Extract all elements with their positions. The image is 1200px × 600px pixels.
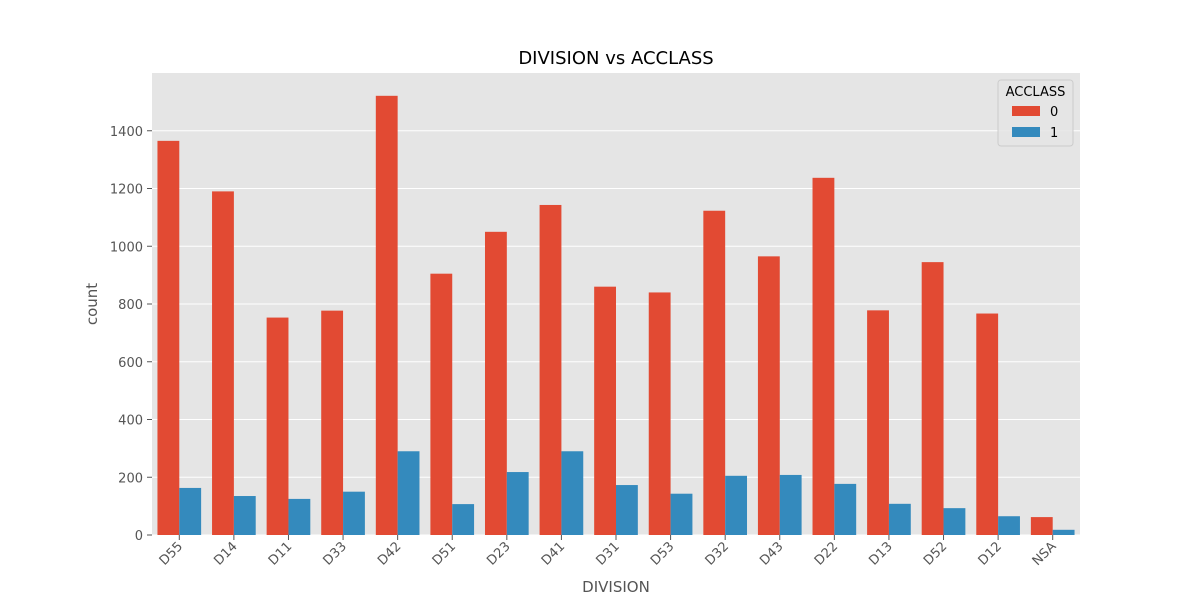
- bar-d43-series-1: [779, 474, 802, 535]
- bar-d22-series-0: [812, 177, 835, 535]
- bar-d41-series-0: [539, 204, 562, 536]
- chart-title: DIVISION vs ACCLASS: [518, 48, 713, 69]
- x-tick-label: D42: [375, 539, 404, 568]
- bar-d53-series-0: [648, 292, 671, 535]
- bar-d32-series-0: [703, 210, 726, 535]
- x-tick-label: D55: [157, 539, 186, 568]
- bar-d51-series-1: [452, 504, 475, 535]
- bar-d11-series-1: [288, 498, 311, 535]
- bar-d33-series-0: [321, 310, 344, 535]
- bar-d55-series-1: [179, 487, 202, 535]
- legend-label-0: 0: [1050, 105, 1058, 120]
- bar-d31-series-0: [594, 286, 616, 535]
- bar-d33-series-1: [343, 491, 365, 535]
- y-tick-label: 1000: [110, 240, 143, 255]
- y-axis-label: count: [83, 283, 101, 325]
- bar-nsa-series-1: [1052, 529, 1075, 535]
- bar-d11-series-0: [266, 317, 289, 535]
- y-tick-label: 600: [118, 356, 143, 371]
- bar-d42-series-1: [397, 451, 420, 535]
- legend-swatch-1: [1012, 127, 1040, 137]
- legend-label-1: 1: [1050, 126, 1058, 141]
- legend-items: 01: [1012, 105, 1058, 141]
- bar-d32-series-1: [725, 475, 748, 535]
- bar-d31-series-1: [616, 485, 638, 535]
- bar-d51-series-0: [430, 273, 453, 535]
- bar-d43-series-0: [757, 256, 780, 535]
- bars: [157, 95, 1075, 536]
- bar-d23-series-1: [506, 472, 529, 535]
- x-axis: D55 D14 D11 D33 D42 D51 D23 D41 D31 D53 D32 D43 D22 D…: [157, 535, 1060, 569]
- bar-d14-series-0: [212, 191, 234, 535]
- x-tick-label: D43: [757, 539, 786, 568]
- x-tick-label: D31: [593, 539, 622, 568]
- bar-d13-series-1: [888, 503, 911, 535]
- x-tick-label: D23: [484, 539, 513, 568]
- bar-d12-series-1: [998, 516, 1020, 535]
- x-tick-label: D41: [539, 539, 568, 568]
- legend: ACCLASS 01: [997, 79, 1074, 147]
- bar-d55-series-0: [157, 140, 180, 535]
- bar-d12-series-0: [976, 313, 999, 535]
- x-tick-label: D51: [430, 539, 459, 568]
- bar-d52-series-1: [943, 508, 966, 535]
- y-tick-label: 0: [135, 529, 143, 544]
- x-tick-label: D33: [320, 539, 349, 568]
- bar-d53-series-1: [670, 493, 693, 535]
- x-tick-label: D13: [866, 539, 895, 568]
- bar-d22-series-1: [834, 483, 857, 535]
- x-tick-label: D53: [648, 539, 677, 568]
- x-tick-label: D22: [812, 539, 841, 568]
- legend-swatch-0: [1012, 106, 1040, 116]
- bar-d41-series-1: [561, 451, 584, 535]
- y-tick-label: 200: [118, 471, 143, 486]
- bar-d42-series-0: [375, 95, 398, 535]
- x-tick-label: D32: [703, 539, 732, 568]
- x-tick-label: NSA: [1030, 539, 1060, 569]
- x-tick-label: D12: [976, 539, 1005, 568]
- bar-d52-series-0: [921, 262, 944, 535]
- x-tick-label: D11: [266, 539, 295, 568]
- x-axis-label: DIVISION: [582, 578, 650, 596]
- y-tick-label: 1200: [110, 183, 143, 198]
- bar-d23-series-0: [484, 231, 507, 535]
- legend-title: ACCLASS: [1006, 85, 1066, 100]
- y-tick-label: 800: [118, 298, 143, 313]
- x-tick-label: D14: [211, 539, 240, 568]
- x-tick-label: D52: [921, 539, 950, 568]
- bar-nsa-series-0: [1030, 517, 1053, 535]
- y-tick-label: 400: [118, 414, 143, 429]
- y-tick-label: 1400: [110, 125, 143, 140]
- bar-d13-series-0: [867, 310, 889, 535]
- bar-d14-series-1: [233, 496, 256, 535]
- y-axis: 0 200 400 600 800 1000 1200 1400: [110, 125, 152, 544]
